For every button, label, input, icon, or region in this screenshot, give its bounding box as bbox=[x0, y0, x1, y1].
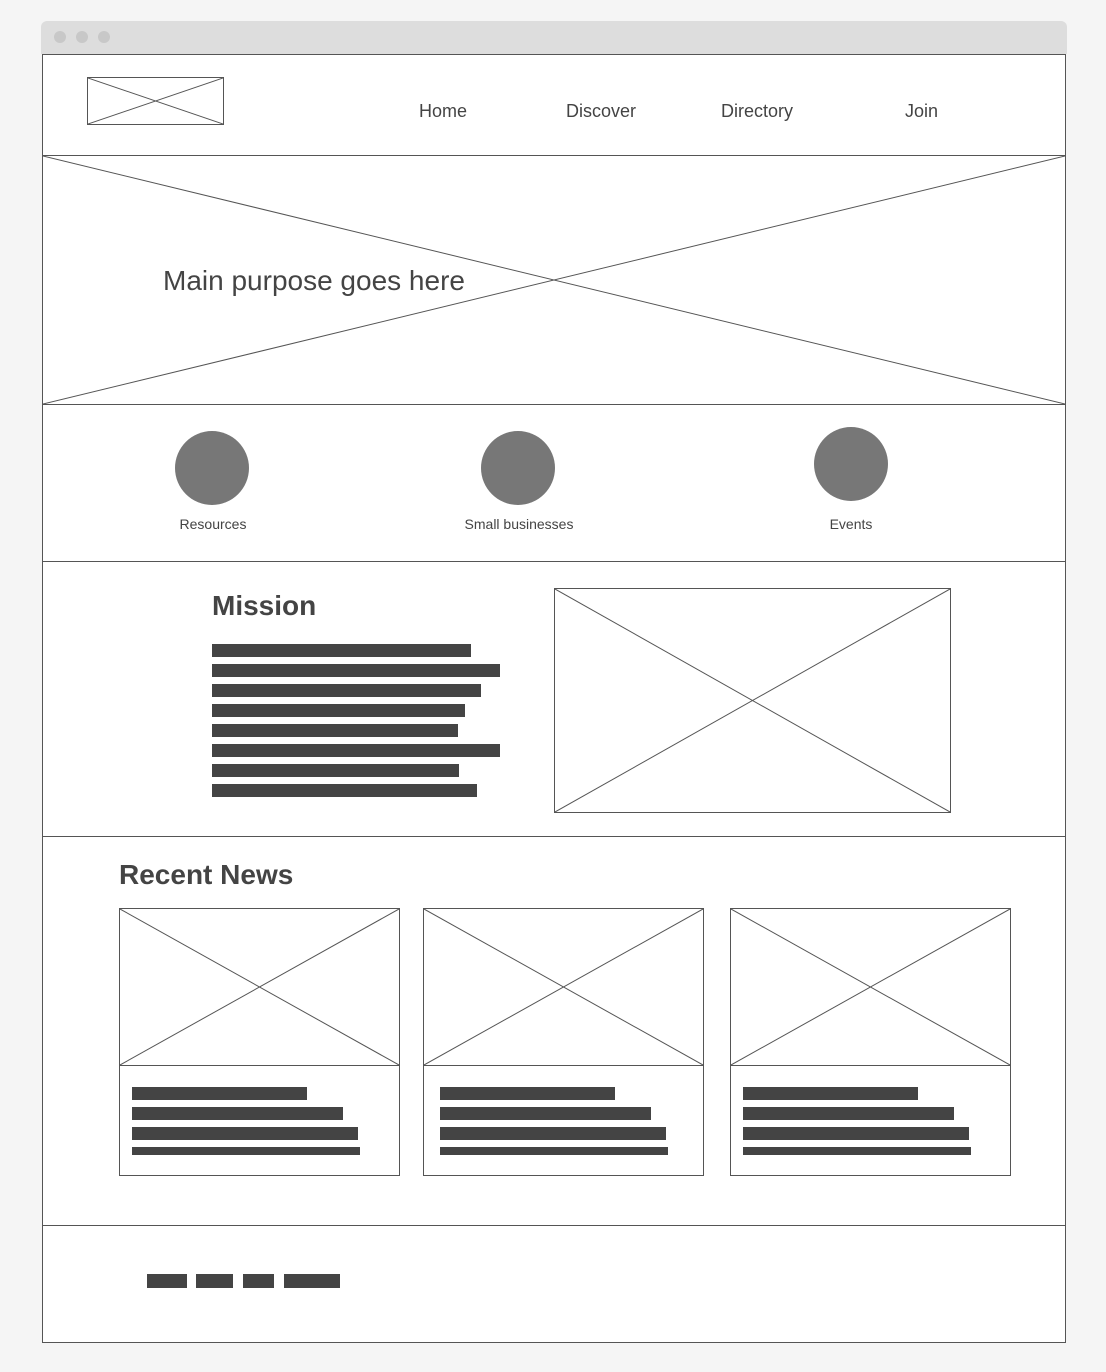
nav-discover-link[interactable]: Discover bbox=[566, 101, 637, 121]
news-text-line bbox=[440, 1087, 615, 1100]
news-image-placeholder bbox=[120, 909, 399, 1065]
nav-directory-link[interactable]: Directory bbox=[721, 101, 794, 121]
news-text-line bbox=[132, 1127, 358, 1140]
footer-link[interactable] bbox=[196, 1274, 233, 1288]
logo-image-placeholder[interactable] bbox=[87, 77, 224, 125]
nav-join-link[interactable]: Join bbox=[905, 101, 939, 121]
features-divider bbox=[43, 561, 1065, 562]
news-text-line bbox=[440, 1107, 651, 1120]
mission-text-line bbox=[212, 724, 458, 737]
card-divider bbox=[424, 1065, 703, 1066]
news-card[interactable] bbox=[119, 908, 400, 1176]
news-text-line bbox=[743, 1107, 954, 1120]
mission-text-line bbox=[212, 744, 500, 757]
news-text-line bbox=[132, 1147, 360, 1155]
mission-divider bbox=[43, 836, 1065, 837]
nav-home-link[interactable]: Home bbox=[419, 101, 468, 121]
footer-link[interactable] bbox=[147, 1274, 187, 1288]
window-maximize-icon[interactable] bbox=[98, 31, 110, 43]
news-text-line bbox=[440, 1147, 668, 1155]
mission-text-line bbox=[212, 664, 500, 677]
card-divider bbox=[731, 1065, 1010, 1066]
mission-text-line bbox=[212, 764, 459, 777]
footer-link[interactable] bbox=[243, 1274, 274, 1288]
news-text-line bbox=[440, 1127, 666, 1140]
events-circle-icon[interactable] bbox=[814, 427, 888, 501]
events-label[interactable]: Events bbox=[829, 516, 873, 532]
mission-text-line bbox=[212, 684, 481, 697]
hero-image-placeholder bbox=[43, 156, 1065, 404]
page: Home Discover Directory Join Main purpos… bbox=[42, 54, 1066, 1343]
card-divider bbox=[120, 1065, 399, 1066]
news-divider bbox=[43, 1225, 1065, 1226]
mission-text-line bbox=[212, 704, 465, 717]
window-close-icon[interactable] bbox=[54, 31, 66, 43]
mission-text-line bbox=[212, 644, 471, 657]
news-card[interactable] bbox=[423, 908, 704, 1176]
small-businesses-label[interactable]: Small businesses bbox=[464, 516, 574, 532]
window-minimize-icon[interactable] bbox=[76, 31, 88, 43]
news-text-line bbox=[743, 1087, 918, 1100]
mission-image-placeholder bbox=[554, 588, 951, 813]
mission-text-line bbox=[212, 784, 477, 797]
mission-heading: Mission bbox=[212, 590, 317, 621]
hero-divider bbox=[43, 404, 1065, 405]
news-text-line bbox=[743, 1147, 971, 1155]
news-text-line bbox=[132, 1087, 307, 1100]
footer-link[interactable] bbox=[284, 1274, 340, 1288]
hero-title: Main purpose goes here bbox=[163, 265, 465, 296]
header-divider bbox=[43, 155, 1065, 156]
news-card[interactable] bbox=[730, 908, 1011, 1176]
news-image-placeholder bbox=[424, 909, 703, 1065]
browser-titlebar bbox=[41, 21, 1067, 54]
resources-label[interactable]: Resources bbox=[179, 516, 247, 532]
news-text-line bbox=[743, 1127, 969, 1140]
small-businesses-circle-icon[interactable] bbox=[481, 431, 555, 505]
resources-circle-icon[interactable] bbox=[175, 431, 249, 505]
news-heading: Recent News bbox=[119, 859, 294, 890]
news-image-placeholder bbox=[731, 909, 1010, 1065]
news-text-line bbox=[132, 1107, 343, 1120]
